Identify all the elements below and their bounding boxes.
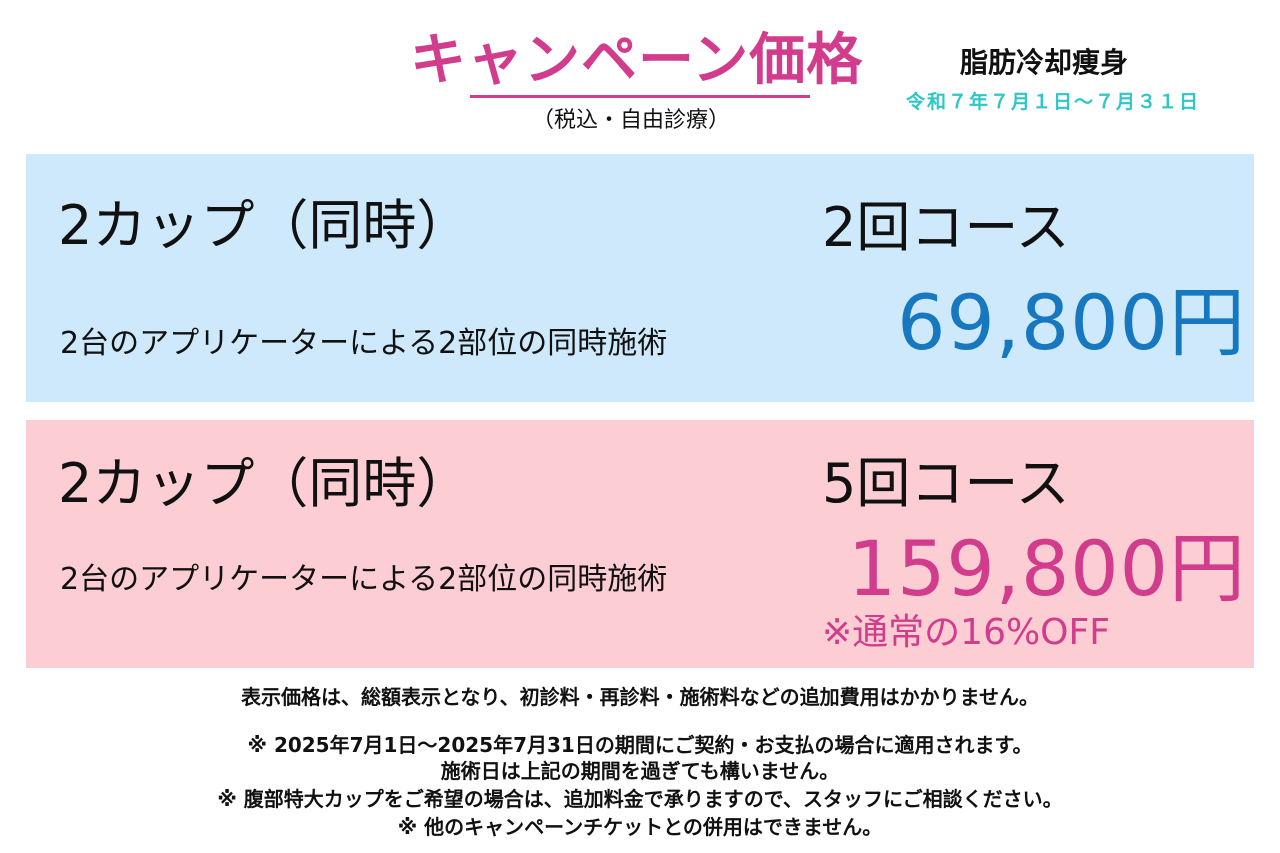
- plan-price: 159,800円: [847, 524, 1246, 613]
- plan-course: 2回コース: [822, 196, 1070, 259]
- tax-note: （税込・自由診療）: [532, 108, 731, 133]
- campaign-period: 令和７年７月１日〜７月３１日: [906, 91, 1201, 113]
- discount-note: ※通常の16%OFF: [822, 612, 1110, 653]
- treatment-name: 脂肪冷却痩身: [960, 46, 1129, 79]
- plan-cups: 2カップ（同時）: [58, 194, 471, 257]
- plan-panel-2-sessions: 2カップ（同時） 2台のアプリケーターによる2部位の同時施術 2回コース 69,…: [26, 154, 1254, 402]
- plan-description: 2台のアプリケーターによる2部位の同時施術: [60, 326, 668, 361]
- campaign-title: キャンペーン価格: [410, 28, 864, 93]
- footer-note: ※ 他のキャンペーンチケットとの併用はできません。: [397, 815, 883, 839]
- plan-course: 5回コース: [822, 452, 1070, 515]
- footer-note: ※ 腹部特大カップをご希望の場合は、追加料金で承りますので、スタッフにご相談くだ…: [217, 787, 1063, 811]
- plan-cups: 2カップ（同時）: [58, 452, 471, 515]
- footer-note: 施術日は上記の期間を過ぎても構いません。: [440, 759, 840, 783]
- plan-price: 69,800円: [897, 278, 1246, 367]
- footer-note: ※ 2025年7月1日〜2025年7月31日の期間にご契約・お支払の場合に適用さ…: [247, 733, 1033, 757]
- footer-note: 表示価格は、総額表示となり、初診料・再診料・施術料などの追加費用はかかりません。: [241, 685, 1039, 709]
- plan-description: 2台のアプリケーターによる2部位の同時施術: [60, 562, 668, 597]
- title-underline: [470, 95, 810, 98]
- plan-panel-5-sessions: 2カップ（同時） 2台のアプリケーターによる2部位の同時施術 5回コース 159…: [26, 420, 1254, 668]
